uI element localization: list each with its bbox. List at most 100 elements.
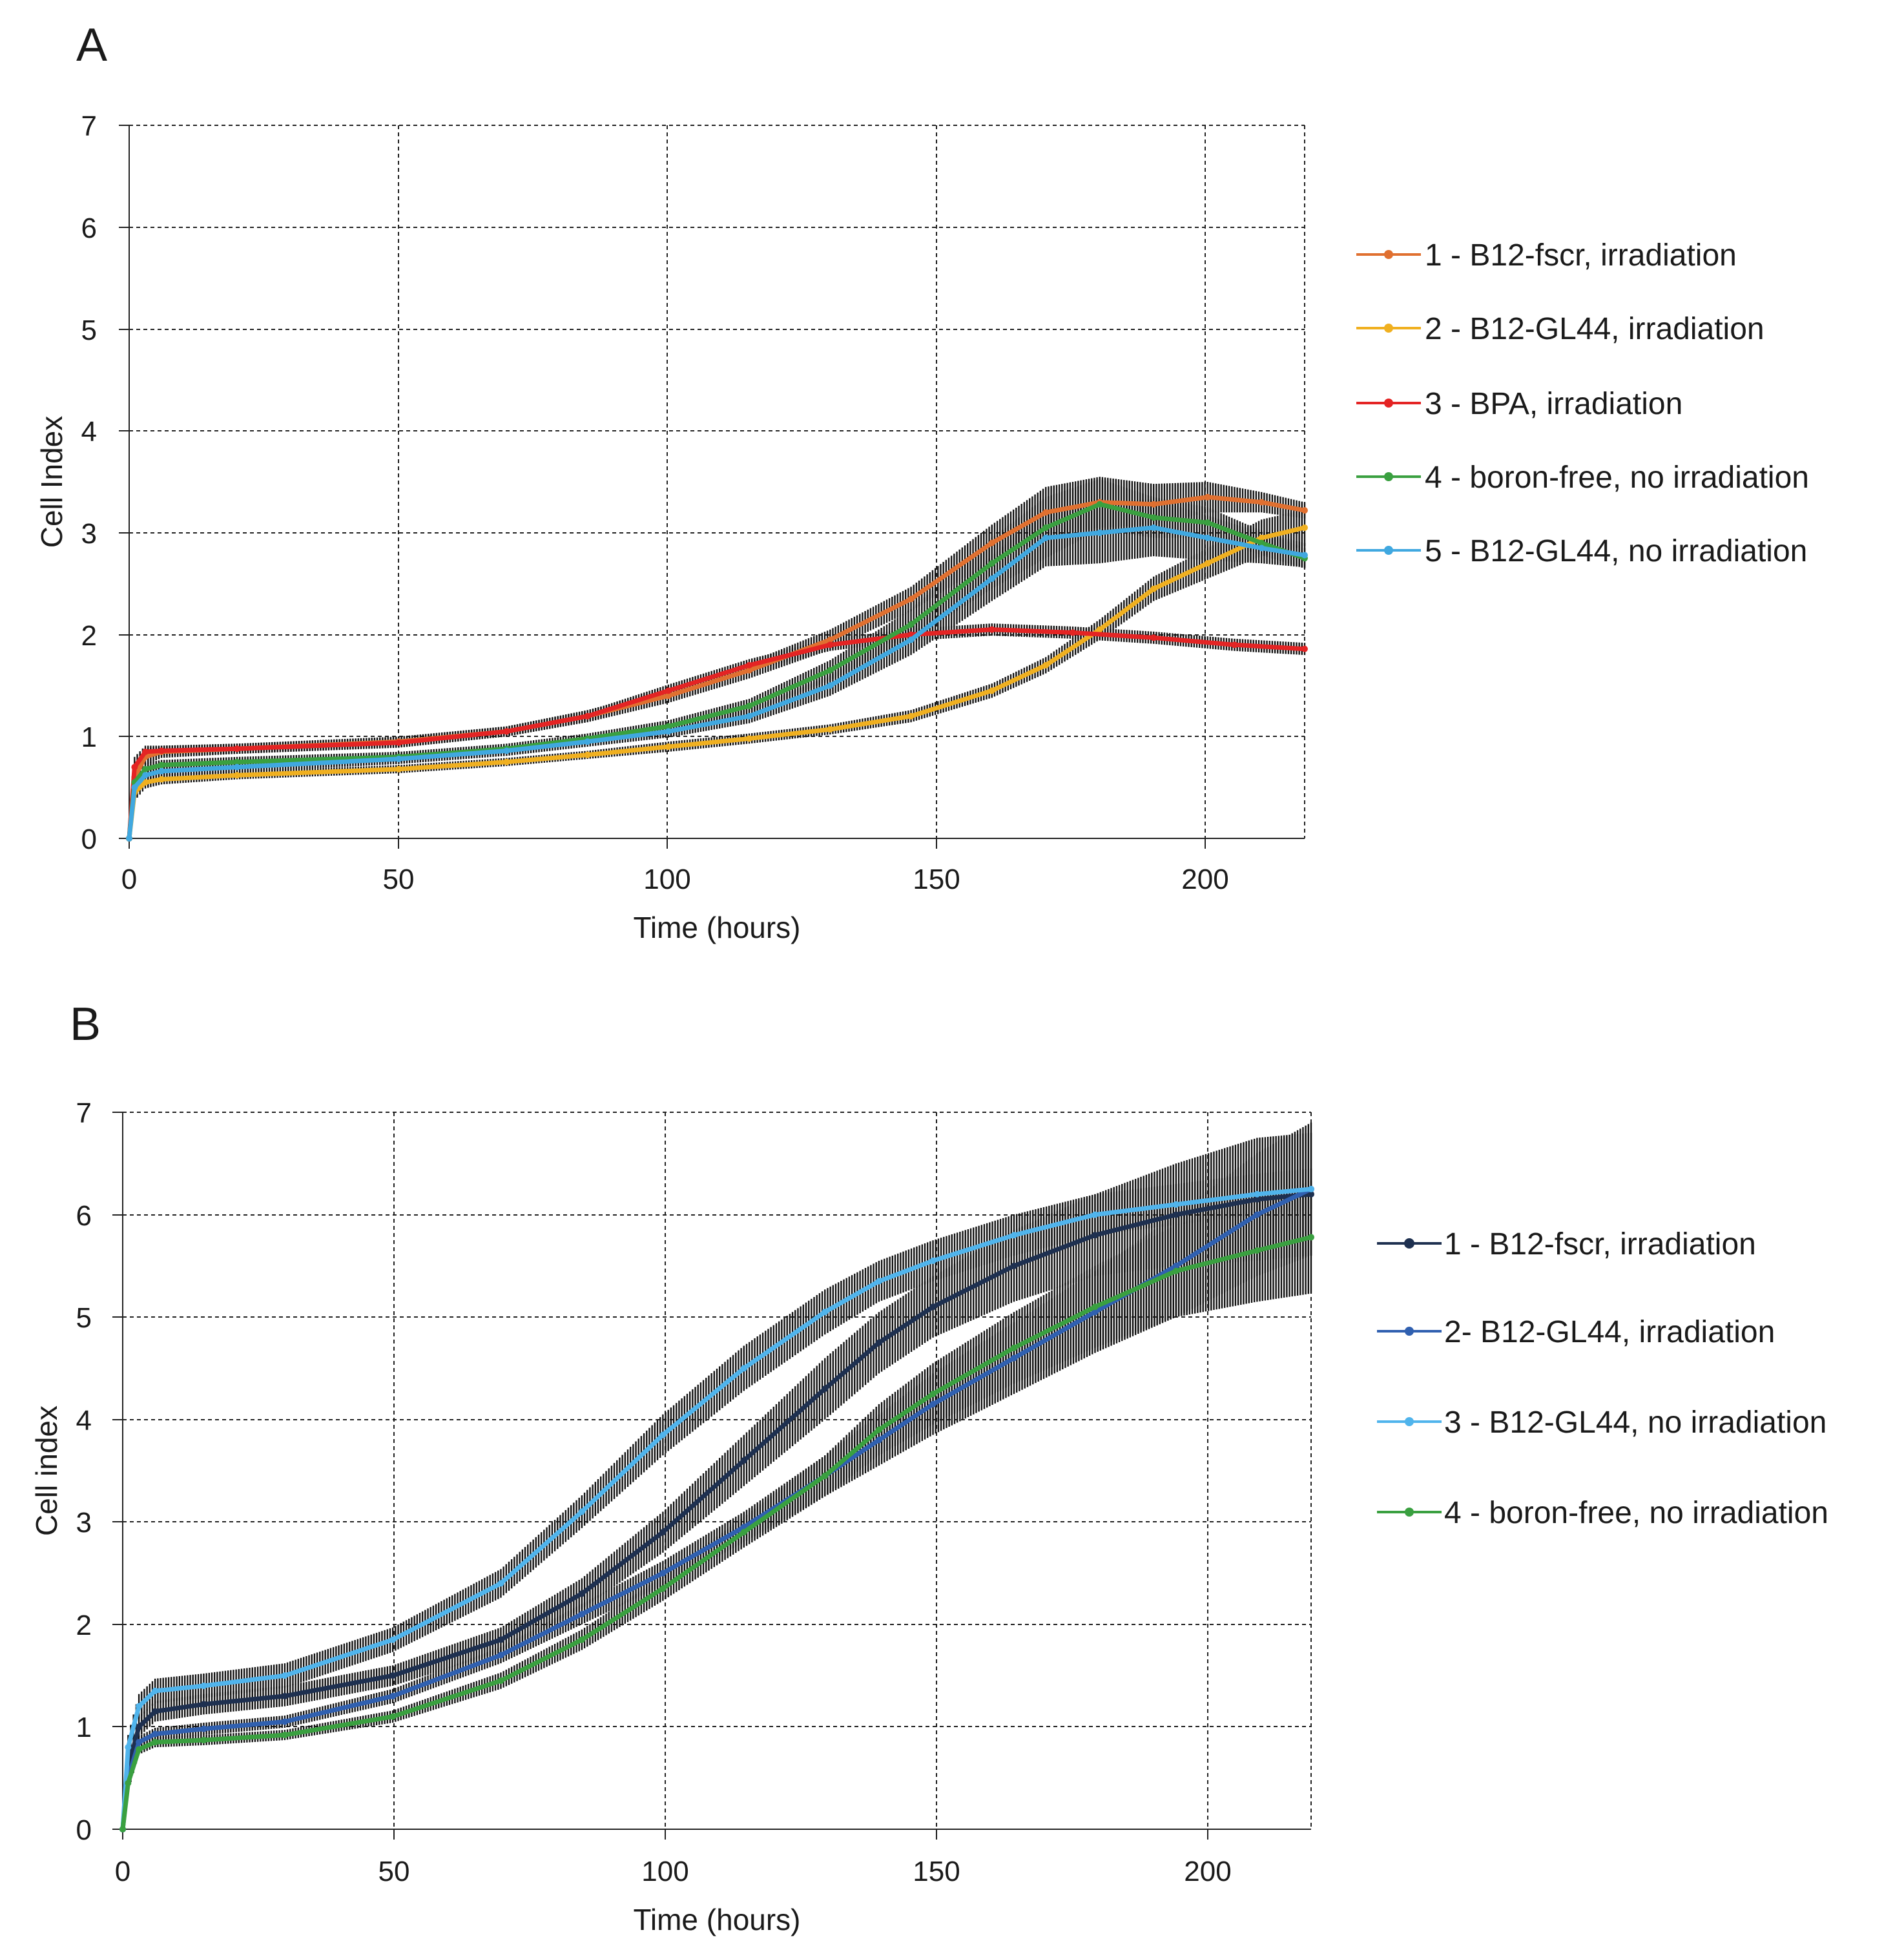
panel-b-x-tick-labels: 0 50 100 150 200: [115, 1856, 1232, 1887]
panel-a-legend-marker: [1384, 399, 1393, 408]
panel-a-data-point: [1258, 534, 1265, 541]
panel-b-y-ticks: [112, 1112, 123, 1830]
panel-a-data-point: [395, 739, 402, 746]
panel-b-data-point: [1092, 1303, 1099, 1311]
panel-a-data-point: [131, 784, 138, 791]
panel-a-data-point: [827, 726, 834, 733]
panel-a-data-point: [988, 560, 995, 567]
panel-b-data-point: [578, 1508, 585, 1515]
panel-b-data-point: [659, 1585, 667, 1592]
panel-b-data-point: [1092, 1232, 1099, 1239]
panel-b-y-tick-label: 3: [76, 1507, 92, 1539]
panel-b-data-point: [125, 1779, 132, 1787]
panel-a-data-point: [827, 682, 834, 689]
panel-a-data-point: [158, 767, 165, 774]
panel-a-x-tick-label: 50: [383, 864, 415, 895]
panel-b-y-tick-label: 6: [76, 1200, 92, 1232]
panel-b-data-point: [740, 1457, 747, 1464]
panel-a-data-point: [1258, 539, 1265, 546]
panel-b-x-tick-label: 50: [378, 1856, 410, 1887]
panel-a-data-point: [1042, 524, 1050, 531]
panel-b-data-point: [1308, 1185, 1314, 1192]
panel-b-series-line-2: [120, 1187, 1312, 1830]
panel-b-data-point: [1172, 1211, 1179, 1218]
panel-b-data-point: [497, 1652, 504, 1659]
panel-a-data-point: [827, 667, 834, 674]
panel-b-data-point: [1172, 1201, 1179, 1208]
panel-b-error-bars: [124, 1132, 1312, 1804]
panel-a-y-tick-label: 6: [81, 213, 97, 244]
panel-a-data-point: [1096, 529, 1103, 536]
panel-b-data-point: [152, 1687, 159, 1694]
panel-a-data-point: [1301, 507, 1308, 514]
panel-b-legend-marker: [1405, 1508, 1414, 1517]
panel-b-y-axis-title: Cell index: [30, 1405, 63, 1536]
panel-b-data-point: [281, 1718, 288, 1725]
panel-a-data-point: [131, 763, 138, 771]
panel-a-legend-marker: [1384, 250, 1393, 259]
panel-a-data-point: [746, 667, 753, 674]
panel-b-data-point: [822, 1472, 829, 1479]
panel-b-x-axis-title: Time (hours): [634, 1903, 801, 1936]
panel-b-data-point: [281, 1732, 288, 1739]
panel-b-data-point: [1308, 1234, 1314, 1241]
panel-a-data-point: [142, 748, 149, 755]
panel-a-data-point: [503, 747, 510, 754]
panel-a-legend-label: 1 - B12-fscr, irradiation: [1425, 238, 1737, 273]
panel-b-data-point: [929, 1391, 936, 1398]
panel-b-data-point: [740, 1529, 747, 1536]
panel-a-x-tick-label: 0: [121, 864, 137, 895]
panel-b-data-point: [929, 1400, 936, 1407]
panel-a-data-point: [827, 641, 834, 648]
panel-a-data-point: [907, 712, 915, 720]
panel-b-series-line-3: [120, 1187, 1312, 1830]
panel-b-gridlines: [123, 1112, 1312, 1829]
panel-a-y-axis-title: Cell Index: [35, 416, 68, 548]
panel-b-x-tick-label: 0: [115, 1856, 130, 1887]
panel-a-y-tick-labels: 0 1 2 3 4 5 6 7: [81, 110, 97, 855]
panel-b-y-tick-label: 1: [76, 1712, 92, 1743]
panel-a-data-point: [584, 712, 591, 720]
panel-a-data-point: [158, 747, 165, 754]
panel-b-legend-marker: [1405, 1327, 1414, 1336]
panel-a-data-point: [395, 755, 402, 762]
panel-a-data-point: [665, 687, 672, 694]
panel-a-data-point: [746, 735, 753, 742]
panel-b-data-point: [1092, 1309, 1099, 1316]
panel-b-data-point: [659, 1529, 667, 1536]
panel-a-y-tick-label: 3: [81, 518, 97, 550]
panel-b-legend-item: 2- B12-GL44, irradiation: [1377, 1315, 1775, 1349]
panel-b-plot-area: [119, 1122, 1314, 1832]
panel-b-data-point: [152, 1739, 159, 1746]
panel-b-data-point: [281, 1692, 288, 1699]
panel-b-y-tick-label: 4: [76, 1405, 92, 1437]
panel-b-legend: 1 - B12-fscr, irradiation 2- B12-GL44, i…: [1377, 1227, 1828, 1530]
panel-a-data-point: [1096, 501, 1103, 508]
panel-a-data-point: [1150, 501, 1157, 508]
panel-a-data-point: [142, 772, 149, 779]
panel-a-data-point: [1204, 534, 1211, 541]
panel-a-data-point: [395, 765, 402, 773]
panel-b-data-point: [822, 1385, 829, 1393]
panel-a-legend-item: 1 - B12-fscr, irradiation: [1356, 238, 1737, 273]
panel-a-data-point: [907, 621, 915, 628]
panel-b-legend-item: 4 - boron-free, no irradiation: [1377, 1496, 1828, 1530]
panel-b-data-point: [578, 1611, 585, 1617]
panel-b-data-point: [497, 1636, 504, 1643]
panel-a-legend-label: 3 - BPA, irradiation: [1425, 387, 1682, 421]
panel-a-data-point: [1301, 524, 1308, 531]
panel-b-data-point: [1092, 1211, 1099, 1218]
panel-a-legend-label: 5 - B12-GL44, no irradiation: [1425, 534, 1807, 568]
panel-b-legend-marker: [1405, 1417, 1414, 1426]
panel-a-legend-item: 2 - B12-GL44, irradiation: [1356, 312, 1764, 346]
panel-a-data-point: [503, 728, 510, 735]
panel-b-data-point: [497, 1580, 504, 1587]
panel-a-data-point: [1204, 519, 1211, 526]
panel-a-x-tick-label: 150: [913, 864, 960, 895]
panel-a-data-point: [988, 626, 995, 633]
panel-b-label: B: [70, 999, 101, 1050]
panel-a-data-point: [1301, 552, 1308, 559]
panel-a-data-point: [1150, 514, 1157, 521]
panel-a-data-point: [1231, 641, 1238, 648]
